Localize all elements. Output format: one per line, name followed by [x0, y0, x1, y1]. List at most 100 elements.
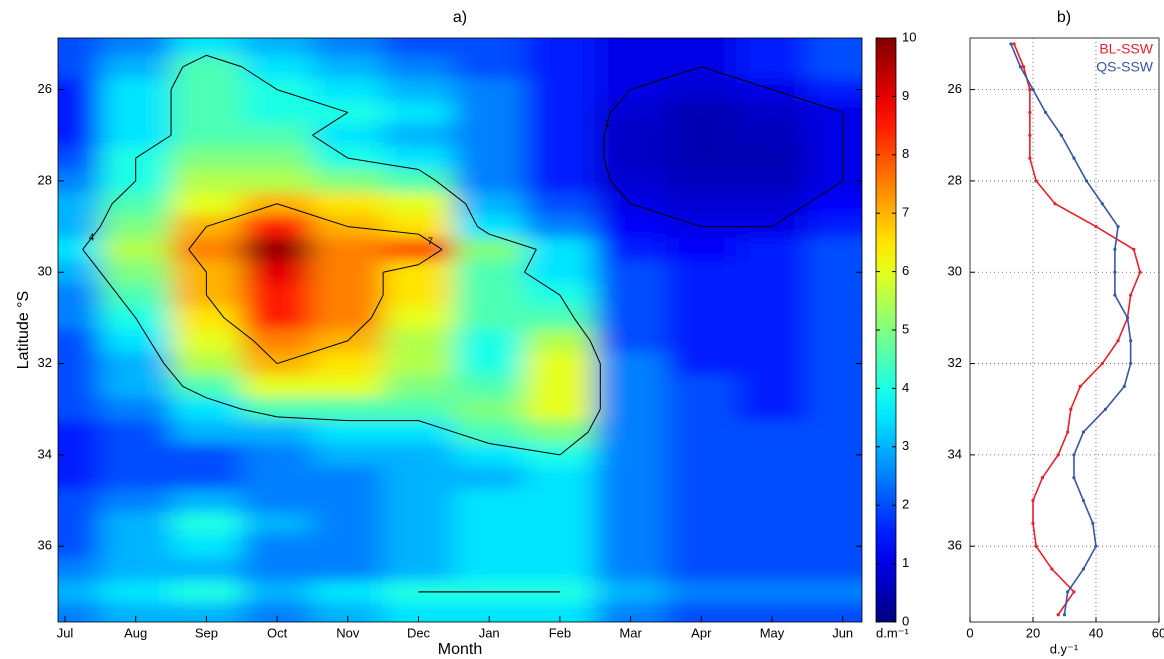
heat-cell — [453, 329, 526, 353]
colorbar-tick-label: 7 — [902, 205, 909, 220]
legend-entry: BL-SSW — [1099, 41, 1153, 57]
contour-line — [312, 112, 349, 136]
data-point — [1062, 613, 1067, 617]
heat-cell — [807, 101, 862, 125]
heat-cell — [383, 237, 455, 262]
heat-cell — [524, 374, 596, 399]
contour-line — [135, 134, 172, 159]
heat-cell — [100, 55, 172, 79]
heat-cell — [524, 329, 596, 353]
heat-cell — [58, 397, 101, 422]
heat-cell — [383, 101, 455, 125]
heat-cell — [312, 352, 384, 376]
heat-cell — [171, 78, 243, 102]
heat-cell — [100, 557, 172, 581]
heat-cell — [665, 329, 738, 353]
heat-cell — [665, 466, 738, 490]
heat-cell — [383, 169, 455, 193]
contour-line — [630, 66, 702, 91]
data-point — [1129, 293, 1133, 297]
data-point — [1028, 133, 1032, 137]
x-tick-label: 40 — [1089, 625, 1103, 640]
contour-line — [418, 248, 443, 266]
heat-cell — [383, 534, 455, 559]
data-point — [1072, 590, 1076, 594]
heat-cell — [58, 215, 101, 239]
colorbar-tick-label: 1 — [902, 555, 909, 570]
heat-cell — [383, 557, 455, 581]
heat-cell — [665, 443, 738, 467]
data-point — [1081, 430, 1085, 434]
heat-cell — [736, 374, 808, 399]
heat-cell — [100, 283, 172, 307]
y-tick-label: 28 — [948, 172, 962, 187]
heat-cell — [58, 466, 101, 490]
data-point — [1078, 384, 1082, 388]
contour-line — [206, 397, 242, 410]
heat-cell — [595, 283, 667, 307]
data-point — [1122, 384, 1126, 388]
data-point — [1050, 567, 1054, 571]
contour-line — [489, 442, 560, 456]
panel-title: b) — [1057, 9, 1071, 26]
contour-line — [170, 66, 184, 90]
heat-cell — [807, 306, 862, 330]
heat-cell — [171, 38, 243, 56]
heat-cell — [807, 489, 862, 513]
heat-cell — [171, 557, 243, 581]
heat-cell — [453, 260, 526, 285]
data-point — [1059, 133, 1063, 137]
heat-cell — [453, 306, 526, 330]
heat-cell — [524, 38, 596, 56]
y-tick-label: 34 — [948, 446, 962, 461]
contour-line — [603, 157, 611, 182]
heat-cell — [171, 580, 243, 604]
heat-cell — [171, 397, 243, 422]
heat-cell — [58, 260, 101, 285]
data-point — [1069, 407, 1073, 411]
heat-cell — [453, 489, 526, 513]
heat-cell — [312, 443, 384, 467]
heat-cell — [312, 603, 384, 622]
data-point — [1103, 407, 1108, 411]
contour-line — [182, 385, 207, 399]
heat-cell — [241, 420, 313, 444]
data-point — [1084, 179, 1089, 183]
data-point — [1031, 498, 1035, 503]
heat-cell — [312, 557, 384, 581]
contour-line — [163, 363, 184, 387]
heat-cell — [595, 603, 667, 622]
heat-cell — [453, 420, 526, 444]
heat-cell — [524, 260, 596, 285]
heat-cell — [665, 38, 738, 56]
heat-cell — [736, 237, 808, 262]
heat-cell — [171, 420, 243, 444]
heat-cell — [524, 489, 596, 513]
y-axis-label: Latitude °S — [15, 291, 32, 369]
heat-cell — [383, 146, 455, 171]
heat-cell — [665, 374, 738, 399]
contour-line — [312, 134, 349, 159]
heat-cell — [241, 237, 313, 262]
heat-cell — [58, 306, 101, 330]
heat-cell — [100, 443, 172, 467]
heat-cell — [312, 169, 384, 193]
heat-cell — [736, 489, 808, 513]
heat-cell — [736, 306, 808, 330]
contour-line — [630, 203, 702, 228]
data-point — [1113, 293, 1117, 297]
data-line — [1013, 43, 1141, 616]
heat-cell — [58, 489, 101, 513]
heat-cell — [58, 123, 101, 148]
data-point — [1056, 613, 1060, 617]
heat-cell — [100, 123, 172, 148]
data-point — [1018, 65, 1023, 69]
data-point — [1116, 339, 1120, 343]
heat-cell — [807, 55, 862, 79]
heatmap-area: 1 4 7 — [58, 38, 862, 622]
contour-line — [276, 340, 348, 365]
heat-cell — [312, 511, 384, 536]
heat-cell — [453, 146, 526, 171]
contour-line — [465, 203, 478, 227]
heat-cell — [58, 420, 101, 444]
